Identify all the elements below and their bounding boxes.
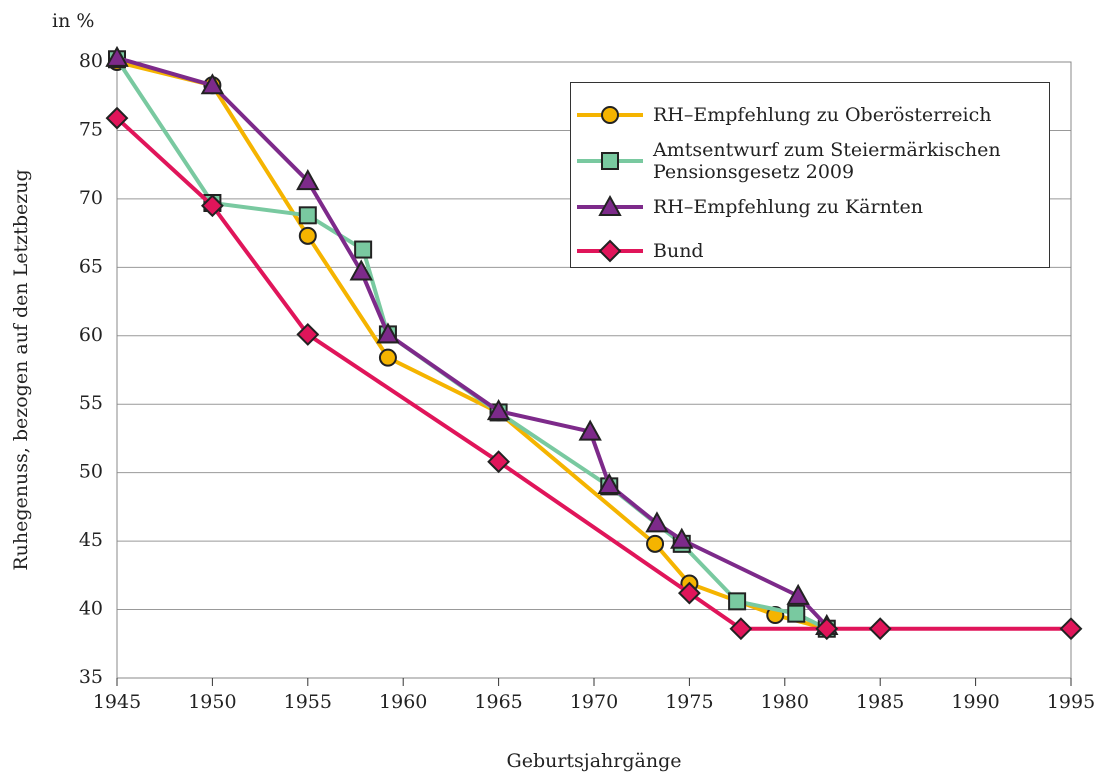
marker [645,511,669,533]
legend-label: RH–Empfehlung zu Kärnten [653,196,923,218]
x-tick-label: 1970 [570,691,618,713]
marker [729,617,753,641]
y-tick-label: 65 [79,255,103,277]
marker [597,472,621,494]
marker [200,194,224,218]
y-tick-label: 55 [79,392,103,414]
legend-label: Amtsentwurf zum Steiermärkischen Pension… [653,139,1001,183]
legend-swatch [577,106,643,124]
marker [378,348,397,367]
x-tick-label: 1960 [379,691,427,713]
marker [486,399,511,421]
legend-label: Bund [653,240,704,262]
x-tick-label: 1945 [93,691,141,713]
marker [1059,617,1083,641]
legend-swatch [577,152,643,170]
x-tick-label: 1965 [474,691,522,713]
marker [105,106,129,130]
y-axis-label: Ruhegenuss, bezogen auf den Letztbezug [10,169,32,570]
legend-label: RH–Empfehlung zu Oberösterreich [653,104,992,126]
marker [677,581,701,605]
marker [670,527,694,549]
marker [728,592,747,611]
series-line [116,55,829,628]
x-tick-label: 1980 [761,691,809,713]
y-tick-label: 75 [79,118,103,140]
x-tick-label: 1975 [665,691,713,713]
y-tick-label: 35 [79,666,103,688]
marker [487,450,511,474]
y-tick-label: 40 [79,598,103,620]
marker [601,106,619,124]
marker [354,240,373,259]
marker [298,226,317,245]
marker [646,534,665,553]
y-tick-label: 70 [79,187,103,209]
marker [200,73,225,95]
marker [296,169,320,191]
marker [349,259,373,281]
marker [296,322,320,346]
marker [298,206,317,225]
x-axis-label: Geburtsjahrgänge [507,750,682,772]
marker [598,194,622,216]
x-tick-label: 1955 [284,691,332,713]
marker [787,604,806,623]
legend: RH–Empfehlung zu Oberösterreich Amtsentwu… [570,82,1050,268]
legend-entry: RH–Empfehlung zu Oberösterreich [571,95,1049,135]
marker [786,583,810,605]
legend-swatch [577,239,643,263]
marker [598,239,622,263]
y-tick-label: 45 [79,529,103,551]
marker [376,322,400,344]
x-tick-label: 1995 [1047,691,1095,713]
y-tick-label: 80 [79,50,103,72]
y-tick-label: 50 [79,461,103,483]
marker [578,419,602,441]
unit-label: in % [52,10,94,32]
y-tick-label: 60 [79,324,103,346]
marker [105,45,129,67]
x-tick-label: 1985 [856,691,904,713]
marker [815,617,839,641]
marker [868,617,892,641]
legend-swatch [577,194,643,216]
legend-entry: Amtsentwurf zum Steiermärkischen Pension… [571,139,1049,183]
legend-entry: Bund [571,231,1049,271]
legend-entry: RH–Empfehlung zu Kärnten [571,187,1049,227]
marker [601,152,619,170]
x-tick-label: 1990 [951,691,999,713]
x-tick-label: 1950 [188,691,236,713]
